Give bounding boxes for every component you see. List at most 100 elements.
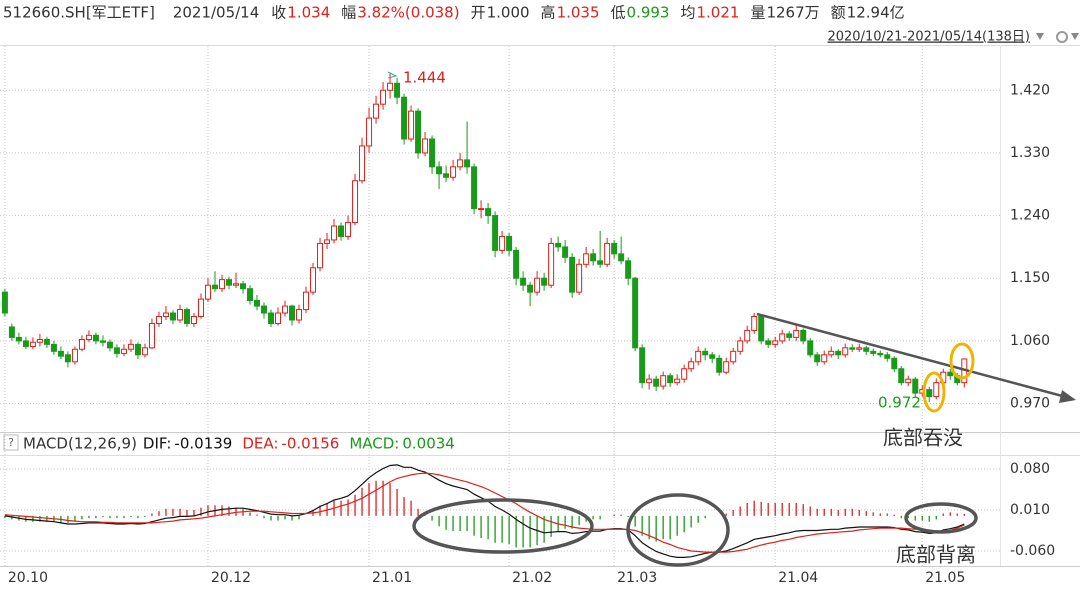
candle-body xyxy=(22,340,29,347)
candle-body xyxy=(520,277,527,286)
dropdown-icon[interactable] xyxy=(1036,33,1044,40)
candle-body xyxy=(751,316,758,331)
x-tick-label: 21.01 xyxy=(372,570,412,586)
candle-body xyxy=(849,347,856,350)
highlight-ellipse xyxy=(904,502,978,534)
candle-body xyxy=(464,159,471,168)
candle-body xyxy=(169,312,176,321)
legend-value: 0.0034 xyxy=(402,435,455,453)
candle-body xyxy=(162,312,169,318)
candle-body xyxy=(933,382,940,398)
highlight-ellipse xyxy=(626,493,730,567)
candle-body xyxy=(660,375,667,387)
trend-arrow xyxy=(1059,390,1076,403)
candle-body xyxy=(113,347,120,354)
y-tick-label: 1.060 xyxy=(1010,333,1050,349)
field-value: 1.034 xyxy=(287,4,330,22)
high-label: 1.444 xyxy=(403,69,446,87)
candle-body xyxy=(387,82,394,91)
legend-label: DEA: xyxy=(242,435,278,453)
date: 2021/05/14 xyxy=(173,4,259,22)
field-label: 量 xyxy=(750,4,765,22)
y-tick-label: 1.420 xyxy=(1010,82,1050,98)
legend-label: DIF: xyxy=(143,435,172,453)
macd-line xyxy=(4,472,965,553)
candle-body xyxy=(667,375,674,384)
settings-icon[interactable] xyxy=(1056,31,1068,43)
candle-body xyxy=(828,350,835,356)
candle-body xyxy=(359,145,366,182)
candle-body xyxy=(204,284,211,300)
highlight-circle xyxy=(922,371,946,413)
legend-value: -0.0156 xyxy=(281,435,339,453)
candle-body xyxy=(681,368,688,380)
candle-body xyxy=(597,260,604,265)
candle-body xyxy=(856,347,863,350)
candle-body xyxy=(835,350,842,356)
x-tick-label: 20.12 xyxy=(211,570,251,586)
candle-body xyxy=(176,309,183,321)
candle-body xyxy=(85,334,92,340)
candle-body xyxy=(765,340,772,345)
candle-body xyxy=(190,316,197,324)
candle-body xyxy=(43,338,50,345)
candle-body xyxy=(562,246,569,258)
field-label: 开 xyxy=(471,4,486,22)
annotation: 底部背离 xyxy=(896,543,976,567)
candle-body xyxy=(632,277,639,349)
help-box[interactable] xyxy=(3,434,19,451)
field-value: 1.035 xyxy=(557,4,600,22)
candle-body xyxy=(478,208,485,211)
candle-body xyxy=(415,110,422,154)
candle-body xyxy=(282,305,289,314)
candle-body xyxy=(709,354,716,359)
candle-body xyxy=(870,350,877,354)
candle-body xyxy=(92,334,99,342)
candle-body xyxy=(78,338,85,350)
candle-body xyxy=(821,354,828,363)
candle-body xyxy=(50,343,57,352)
candle-body xyxy=(324,239,331,244)
candle-body xyxy=(891,357,898,370)
candle-body xyxy=(141,347,148,356)
candle-body xyxy=(254,300,261,307)
candle-body xyxy=(695,350,702,363)
candle-body xyxy=(639,347,646,384)
x-tick-label: 21.03 xyxy=(617,570,657,586)
plot: 20.10 20.12 21.01 21.02 21.03 21.04 21.05 1.420… xyxy=(0,46,1055,586)
candle-body xyxy=(345,222,352,237)
candle-body xyxy=(485,208,492,217)
candle-body xyxy=(583,253,590,265)
highlight-circle xyxy=(949,342,975,380)
candle-body xyxy=(576,263,583,293)
candle-body xyxy=(730,350,737,363)
candle-body xyxy=(457,159,464,168)
candle-body xyxy=(863,347,870,352)
candle-body xyxy=(723,361,730,373)
y-tick-label: 1.240 xyxy=(1010,208,1050,224)
field-value: 3.82%(0.038) xyxy=(357,4,459,22)
y-tick-label: -0.060 xyxy=(1010,543,1055,559)
candle-body xyxy=(99,340,106,343)
candle-body xyxy=(653,378,660,387)
candle-body xyxy=(471,166,478,210)
candle-body xyxy=(197,298,204,318)
candle-body xyxy=(106,341,113,349)
date-range[interactable]: 2020/10/21-2021/05/14(138日) xyxy=(827,30,1030,45)
candle-body xyxy=(247,288,253,302)
y-tick-label: 1.330 xyxy=(1010,145,1050,161)
candle-body xyxy=(807,340,814,356)
y-tick-label: 0.970 xyxy=(1010,396,1050,412)
dropdown-icon[interactable] xyxy=(1071,33,1079,40)
candle-body xyxy=(373,103,380,119)
help-icon[interactable]: ? xyxy=(8,436,14,449)
candle-body xyxy=(737,340,744,352)
candle-body xyxy=(688,361,695,370)
candle-body xyxy=(611,242,618,255)
candle-body xyxy=(702,350,709,356)
candle-body xyxy=(555,242,562,248)
y-tick-label: 1.150 xyxy=(1010,270,1050,286)
candle-body xyxy=(352,180,359,224)
candle-body xyxy=(268,312,275,324)
